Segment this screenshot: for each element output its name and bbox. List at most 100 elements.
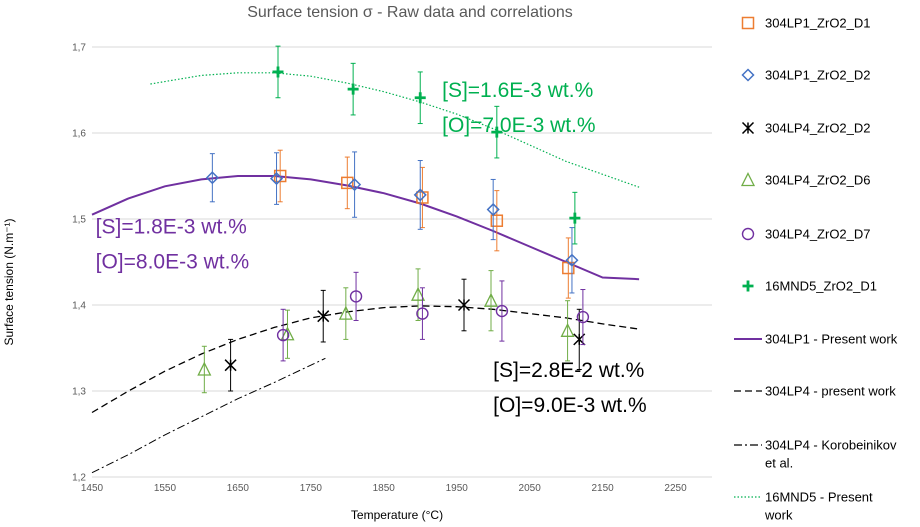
data-point (486, 202, 500, 217)
legend-item: 16MND5_ZrO2_D1 (742, 279, 877, 294)
error-bar (417, 160, 423, 230)
data-point (272, 66, 284, 78)
axis-layer: 1,2 1,3 1,4 1,5 1,6 1,7 1450 1550 1650 1750 1850 19… (72, 43, 687, 495)
data-point (224, 359, 237, 372)
error-bar (415, 268, 421, 321)
data-point (414, 92, 426, 104)
circle-marker (349, 290, 363, 303)
error-bar (499, 280, 505, 342)
legend-item: 304LP1_ZrO2_D2 (741, 68, 871, 83)
legend-marker (740, 172, 756, 187)
asterisk-marker (457, 298, 471, 312)
error-bar (274, 152, 280, 205)
data-point (491, 126, 503, 138)
y-axis-label: Surface tension (N.m⁻¹) (2, 218, 16, 345)
triangle-marker (483, 292, 499, 307)
diamond-marker (741, 68, 755, 82)
diamond-marker (565, 253, 579, 267)
y-tick-label: 1,7 (72, 43, 86, 54)
diamond-marker (205, 171, 219, 185)
square-marker (341, 176, 354, 190)
annotation-text: [O]=7.0E-3 wt.% (442, 114, 595, 137)
chart-title: Surface tension σ - Raw data and correla… (247, 4, 573, 21)
legend-label: 304LP4_ZrO2_D2 (765, 121, 871, 136)
data-point (269, 172, 284, 186)
data-point (317, 310, 330, 323)
y-tick-label: 1,2 (72, 473, 86, 484)
data-point (348, 178, 362, 192)
legend-marker (742, 280, 754, 292)
legend-label: 304LP4_ZrO2_D6 (765, 173, 871, 188)
annotation-text: [O]=8.0E-3 wt.% (96, 251, 249, 274)
point-layer (197, 45, 590, 394)
plus-marker (742, 280, 754, 292)
data-point (205, 171, 219, 185)
legend-label-continued: et al. (765, 456, 793, 471)
annotation-text: [S]=2.8E-2 wt.% (493, 359, 644, 382)
error-bar (488, 270, 494, 332)
error-bar (565, 300, 571, 362)
diamond-marker (269, 172, 284, 186)
error-bar (344, 156, 350, 210)
circle-marker (741, 227, 755, 241)
y-tick-label: 1,3 (72, 387, 86, 398)
error-bar (280, 308, 286, 362)
data-point (565, 253, 579, 267)
data-point (413, 188, 427, 202)
triangle-marker (740, 172, 756, 187)
legend-item: 16MND5 - Present work (734, 490, 873, 523)
circle-marker (495, 304, 509, 318)
x-tick-label: 2150 (591, 483, 614, 494)
diamond-marker (348, 178, 362, 192)
asterisk-marker (224, 359, 237, 372)
annotation-text: [S]=1.8E-3 wt.% (96, 216, 247, 239)
triangle-marker (280, 326, 295, 341)
error-bar (343, 287, 349, 340)
grid-layer (92, 46, 712, 478)
line-layer (91, 72, 640, 474)
legend-item: 304LP4 - Korobeinikov et al. (734, 438, 897, 471)
legend-marker (741, 68, 755, 82)
error-bar (490, 178, 496, 241)
legend-label: 304LP1_ZrO2_D1 (765, 16, 871, 31)
data-point (197, 361, 212, 376)
legend-label: 304LP1_ZrO2_D2 (765, 68, 871, 83)
data-point (341, 176, 354, 190)
y-tick-label: 1,6 (72, 129, 86, 140)
legend-label: 304LP4 - Korobeinikov (765, 438, 897, 453)
data-point (560, 322, 575, 337)
circle-marker (576, 310, 590, 324)
data-point (457, 298, 471, 312)
plus-marker (491, 126, 503, 138)
error-bar (580, 289, 586, 346)
error-bar (565, 237, 571, 299)
error-bar (419, 287, 425, 340)
y-tick-label: 1,4 (72, 301, 86, 312)
triangle-marker (560, 322, 575, 337)
data-point (349, 290, 363, 303)
triangle-marker (338, 305, 353, 320)
x-tick-label: 1850 (373, 483, 396, 494)
series-line-0 (91, 175, 640, 281)
legend-label: 304LP4 - present work (765, 384, 896, 399)
data-point (569, 212, 581, 224)
legend-item: 304LP1_ZrO2_D1 (741, 16, 871, 31)
x-tick-label: 1550 (154, 483, 177, 494)
legend-marker (741, 121, 755, 135)
diamond-marker (486, 202, 500, 217)
error-bar (494, 190, 500, 252)
legend-item: 304LP1 - Present work (734, 332, 898, 347)
legend-label: 16MND5 - Present (765, 490, 873, 505)
circle-marker (416, 307, 429, 320)
error-bar (201, 345, 207, 394)
annotation-text: [O]=9.0E-3 wt.% (493, 394, 646, 417)
data-point (338, 305, 353, 320)
annotation-text: [S]=1.6E-3 wt.% (442, 79, 593, 102)
legend-label: 304LP4_ZrO2_D7 (765, 227, 871, 242)
legend-item: 304LP4 - present work (734, 384, 896, 399)
x-tick-label: 2250 (664, 483, 687, 494)
x-tick-label: 1450 (81, 483, 104, 494)
asterisk-marker (741, 121, 755, 135)
